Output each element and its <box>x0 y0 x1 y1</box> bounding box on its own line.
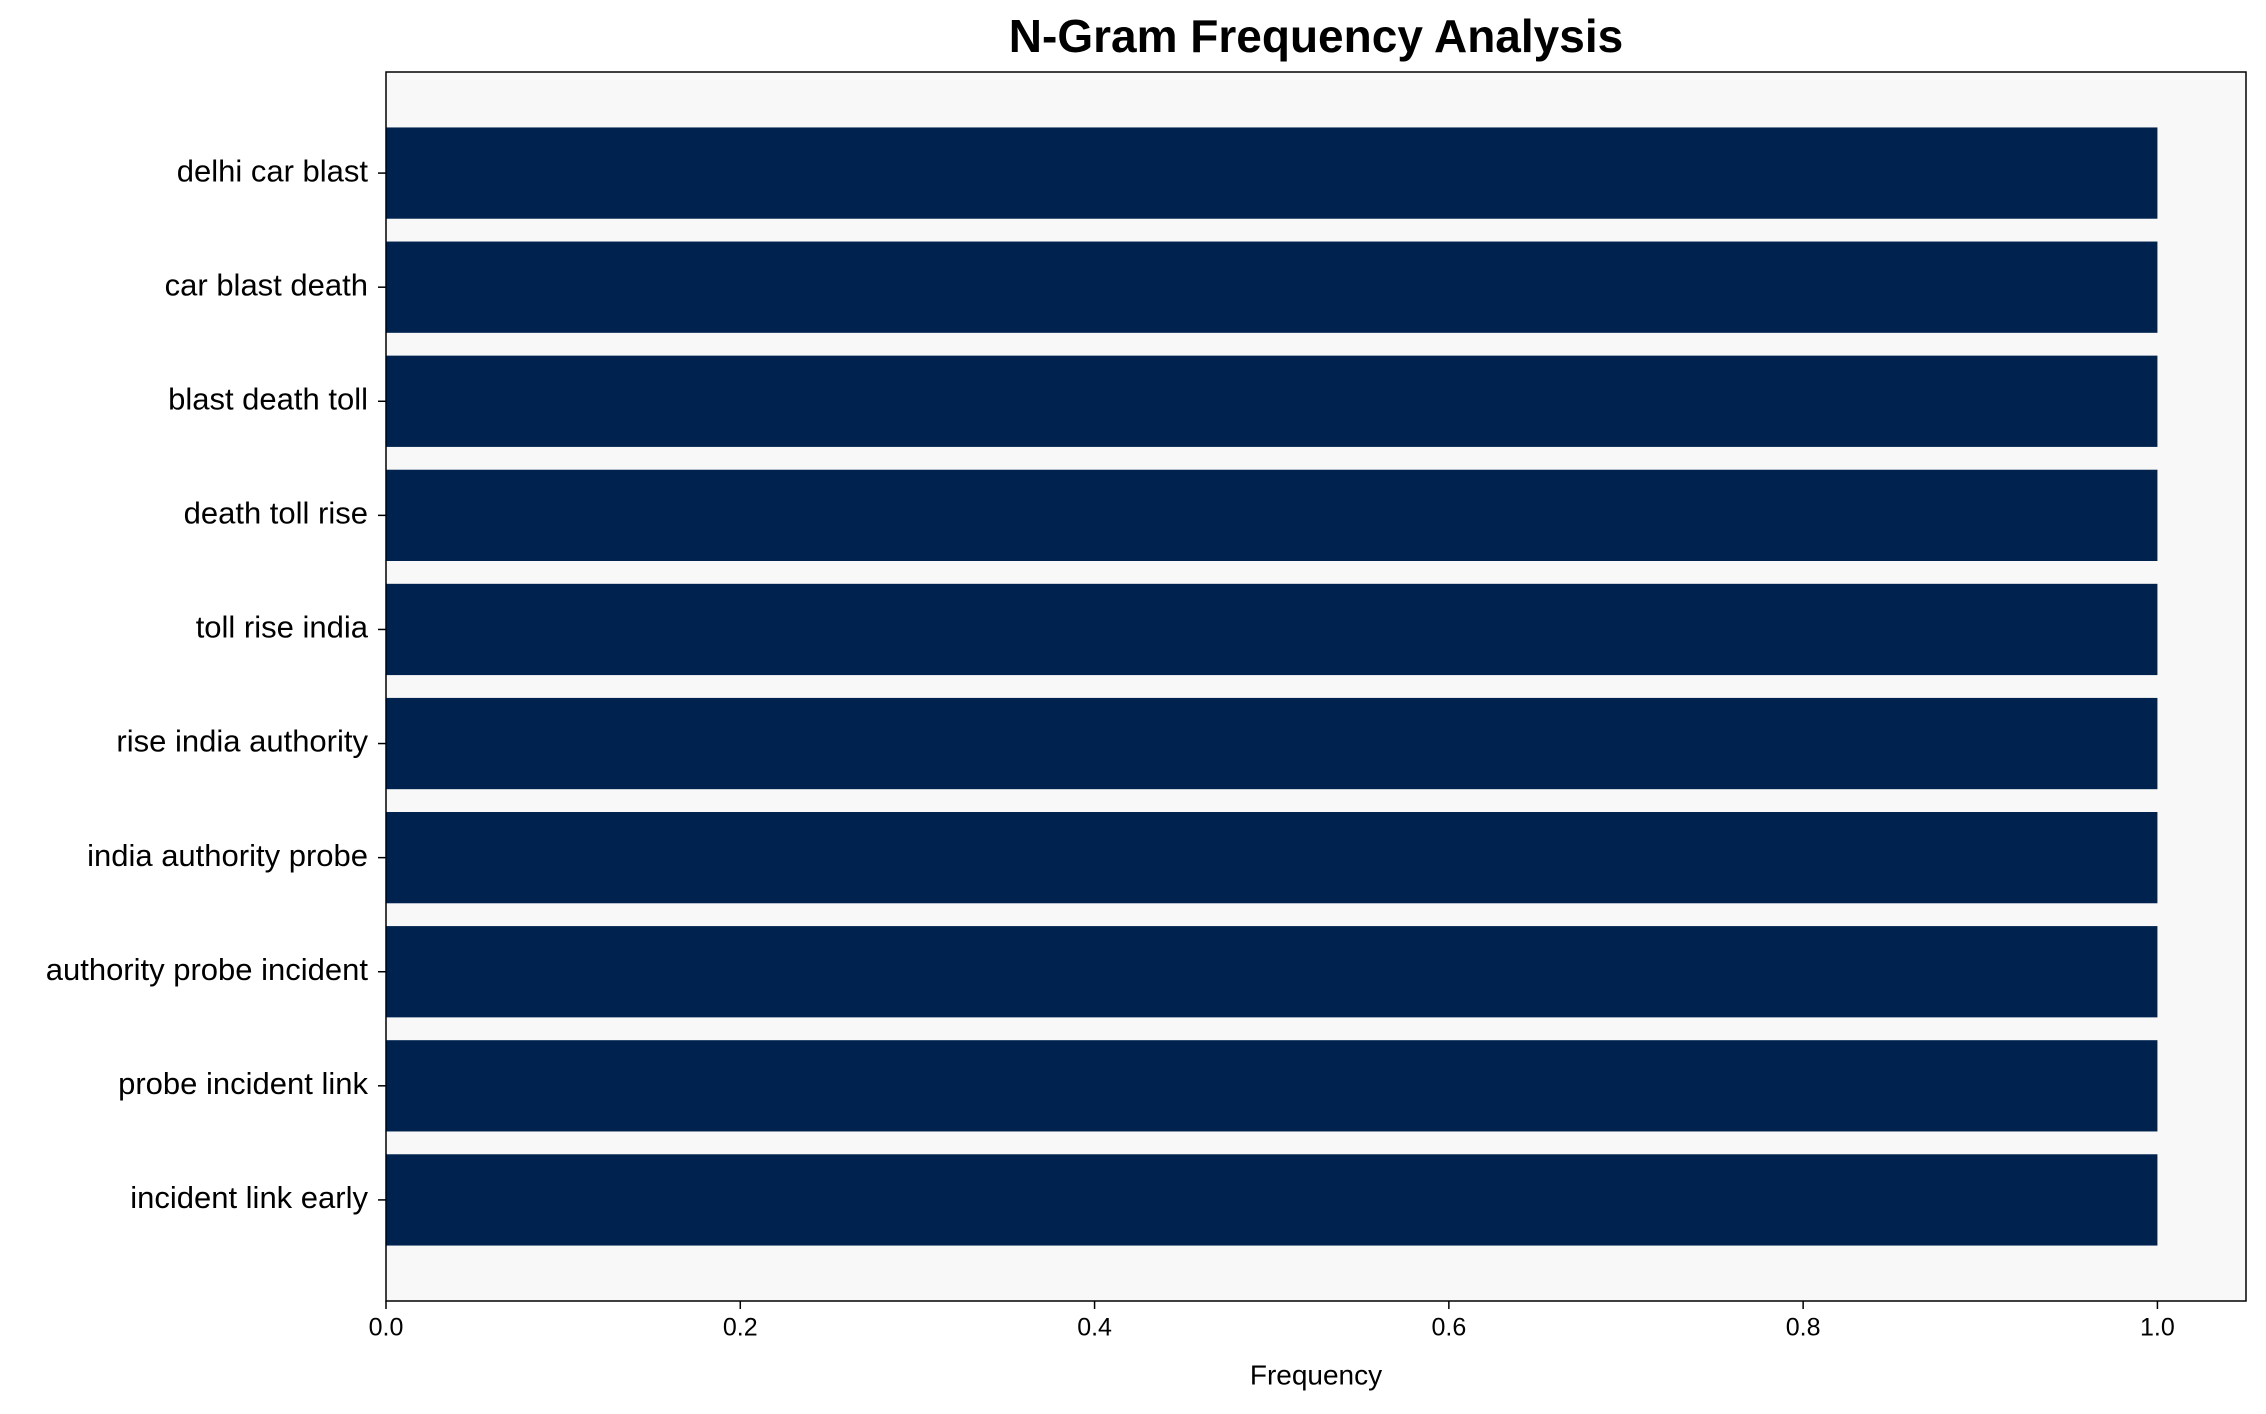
x-axis-label: Frequency <box>1250 1359 1382 1390</box>
y-tick-label: blast death toll <box>168 381 368 416</box>
x-tick-label: 0.4 <box>1077 1314 1112 1342</box>
y-tick-label: toll rise india <box>196 610 369 645</box>
bar <box>386 583 2158 676</box>
bar <box>386 926 2158 1018</box>
y-tick-label: probe incident link <box>118 1066 368 1101</box>
y-tick-label: death toll rise <box>184 496 368 531</box>
bar <box>386 697 2158 790</box>
x-tick-label: 0.0 <box>369 1314 404 1342</box>
y-tick-label: rise india authority <box>116 724 368 759</box>
x-tick-label: 1.0 <box>2140 1314 2175 1342</box>
y-tick-label: incident link early <box>130 1180 368 1215</box>
bar <box>386 355 2158 447</box>
bar <box>386 1040 2158 1132</box>
y-tick-label: authority probe incident <box>46 952 369 987</box>
bar <box>386 127 2158 219</box>
bar <box>386 812 2158 904</box>
bar <box>386 1154 2158 1246</box>
bar <box>386 469 2158 561</box>
y-tick-label: car blast death <box>165 267 368 302</box>
y-tick-label: delhi car blast <box>177 153 369 188</box>
x-tick-label: 0.6 <box>1431 1314 1466 1342</box>
y-tick-label: india authority probe <box>87 838 368 873</box>
plot-frame <box>385 71 2247 1302</box>
chart-title: N-Gram Frequency Analysis <box>1009 10 1623 62</box>
x-tick-label: 0.2 <box>723 1314 758 1342</box>
x-tick-label: 0.8 <box>1786 1314 1821 1342</box>
bar <box>386 241 2158 333</box>
